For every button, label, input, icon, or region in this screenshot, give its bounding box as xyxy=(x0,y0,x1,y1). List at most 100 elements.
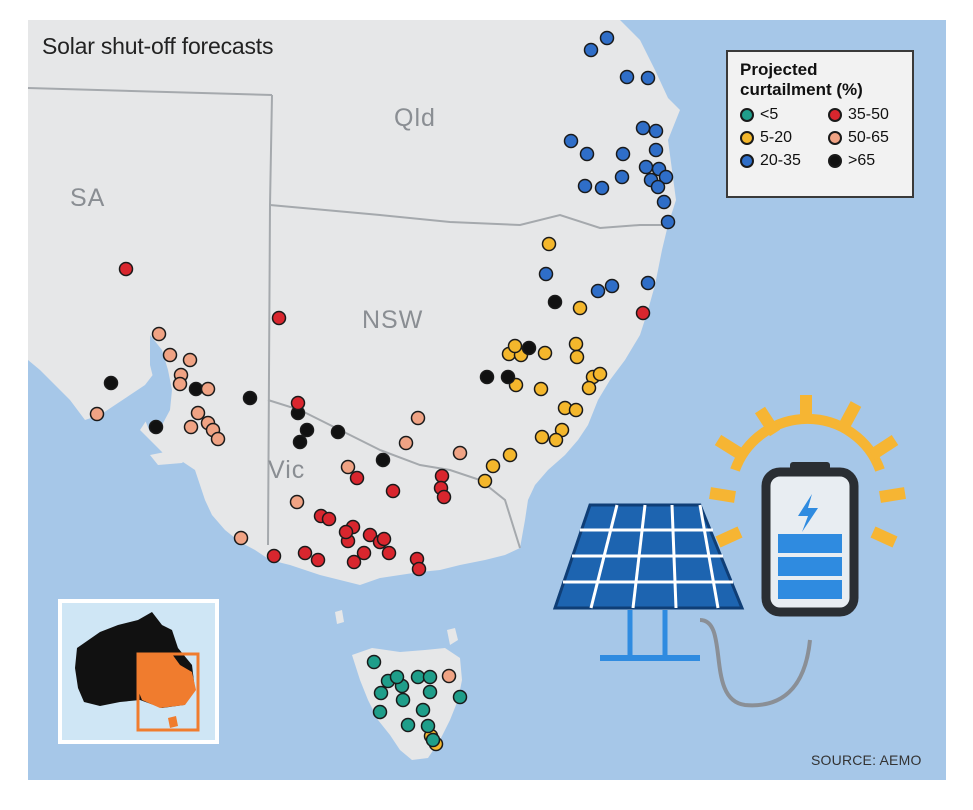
location-dot xyxy=(452,689,468,705)
legend-title-line2: curtailment (%) xyxy=(740,80,863,99)
location-dot xyxy=(190,405,206,421)
location-dot xyxy=(292,434,308,450)
location-dot xyxy=(233,530,249,546)
location-dot xyxy=(640,275,656,291)
legend-item: 5-20 xyxy=(740,129,828,147)
location-dot xyxy=(366,654,382,670)
location-dot xyxy=(266,548,282,564)
location-dot xyxy=(569,349,585,365)
location-dot xyxy=(381,545,397,561)
legend: Projected curtailment (%) <5 35-50 5-20 … xyxy=(726,50,914,198)
legend-swatch xyxy=(740,154,754,168)
state-label-sa: SA xyxy=(70,184,106,212)
location-dot xyxy=(400,717,416,733)
location-dot xyxy=(172,376,188,392)
legend-swatch xyxy=(828,108,842,122)
location-dot xyxy=(415,702,431,718)
location-dot xyxy=(441,668,457,684)
location-dot xyxy=(538,266,554,282)
location-dot xyxy=(502,447,518,463)
location-dot xyxy=(648,123,664,139)
location-dot xyxy=(658,169,674,185)
legend-swatch xyxy=(740,131,754,145)
location-dot xyxy=(330,424,346,440)
location-dot xyxy=(362,527,378,543)
location-dot xyxy=(635,120,651,136)
legend-items: <5 35-50 5-20 50-65 20-35 >65 xyxy=(740,106,900,170)
legend-label: <5 xyxy=(760,106,779,123)
border-sa-nt xyxy=(27,87,273,96)
legend-swatch xyxy=(828,154,842,168)
location-dot xyxy=(537,345,553,361)
location-dot xyxy=(425,732,441,748)
location-dot xyxy=(452,445,468,461)
legend-item: 20-35 xyxy=(740,152,828,170)
spencer-gulf xyxy=(145,335,172,432)
legend-label: 50-65 xyxy=(848,129,889,146)
king-island xyxy=(335,610,344,624)
location-dot xyxy=(507,338,523,354)
location-dot xyxy=(310,552,326,568)
location-dot xyxy=(338,524,354,540)
legend-item: 50-65 xyxy=(828,129,908,147)
location-dot xyxy=(477,473,493,489)
location-dot xyxy=(583,42,599,58)
location-dot xyxy=(650,179,666,195)
curtailment-dots xyxy=(89,30,676,752)
location-dot xyxy=(356,545,372,561)
australia-inset-map xyxy=(58,599,219,744)
legend-label: 5-20 xyxy=(760,129,793,146)
state-label-vic: Vic xyxy=(268,456,306,484)
location-dot xyxy=(183,419,199,435)
location-dot xyxy=(572,300,588,316)
sun-rays-icon xyxy=(709,395,906,548)
location-dot xyxy=(563,133,579,149)
location-dot xyxy=(638,159,654,175)
location-dot xyxy=(151,326,167,342)
legend-label: 35-50 xyxy=(848,106,889,123)
flinders-island xyxy=(447,628,458,645)
location-dot xyxy=(599,30,615,46)
location-dot xyxy=(321,511,337,527)
location-dot xyxy=(434,468,450,484)
legend-item: >65 xyxy=(828,152,908,170)
battery-icon xyxy=(761,462,859,617)
location-dot xyxy=(373,685,389,701)
location-dot xyxy=(436,489,452,505)
location-dot xyxy=(533,381,549,397)
location-dot xyxy=(346,554,362,570)
location-dot xyxy=(411,561,427,577)
state-label-nsw: NSW xyxy=(362,306,424,334)
location-dot xyxy=(422,684,438,700)
solar-panel-icon xyxy=(552,503,812,708)
location-dot xyxy=(614,169,630,185)
location-dot xyxy=(103,375,119,391)
location-dot xyxy=(340,459,356,475)
location-dot xyxy=(389,669,405,685)
state-label-qld: Qld xyxy=(394,104,436,132)
location-dot xyxy=(200,381,216,397)
location-dot xyxy=(500,369,516,385)
location-dot xyxy=(604,278,620,294)
location-dot xyxy=(568,402,584,418)
location-dot xyxy=(656,194,672,210)
location-dot xyxy=(118,261,134,277)
legend-label: 20-35 xyxy=(760,152,801,169)
location-dot xyxy=(148,419,164,435)
location-dot xyxy=(372,704,388,720)
location-dot xyxy=(592,366,608,382)
location-dot xyxy=(541,236,557,252)
location-dot xyxy=(289,494,305,510)
location-dot xyxy=(635,305,651,321)
location-dot xyxy=(398,435,414,451)
location-dot xyxy=(188,381,204,397)
location-dot xyxy=(577,178,593,194)
location-dot xyxy=(579,146,595,162)
location-dot xyxy=(395,692,411,708)
legend-swatch xyxy=(740,108,754,122)
location-dot xyxy=(640,70,656,86)
location-dot xyxy=(619,69,635,85)
kangaroo-island xyxy=(150,450,190,465)
location-dot xyxy=(581,380,597,396)
location-dot xyxy=(376,531,392,547)
